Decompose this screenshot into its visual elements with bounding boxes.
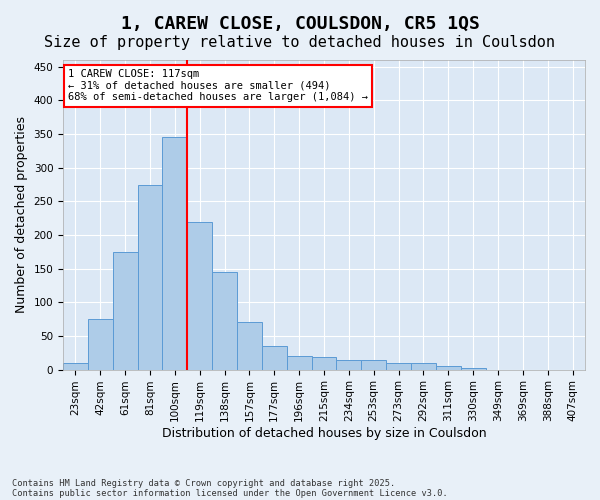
Bar xyxy=(212,272,237,370)
Bar xyxy=(63,363,88,370)
Bar xyxy=(137,184,163,370)
Bar xyxy=(436,366,461,370)
Bar xyxy=(187,222,212,370)
Text: Size of property relative to detached houses in Coulsdon: Size of property relative to detached ho… xyxy=(44,35,556,50)
Bar xyxy=(337,360,361,370)
Bar xyxy=(237,322,262,370)
Bar xyxy=(461,368,485,370)
Bar xyxy=(311,358,337,370)
Bar xyxy=(113,252,137,370)
Bar xyxy=(386,363,411,370)
Bar xyxy=(88,319,113,370)
Text: 1 CAREW CLOSE: 117sqm
← 31% of detached houses are smaller (494)
68% of semi-det: 1 CAREW CLOSE: 117sqm ← 31% of detached … xyxy=(68,70,368,102)
Bar xyxy=(287,356,311,370)
Text: Contains public sector information licensed under the Open Government Licence v3: Contains public sector information licen… xyxy=(12,488,448,498)
Bar xyxy=(411,363,436,370)
Bar xyxy=(163,138,187,370)
Y-axis label: Number of detached properties: Number of detached properties xyxy=(15,116,28,314)
Text: Contains HM Land Registry data © Crown copyright and database right 2025.: Contains HM Land Registry data © Crown c… xyxy=(12,478,395,488)
Bar xyxy=(361,360,386,370)
X-axis label: Distribution of detached houses by size in Coulsdon: Distribution of detached houses by size … xyxy=(162,427,487,440)
Text: 1, CAREW CLOSE, COULSDON, CR5 1QS: 1, CAREW CLOSE, COULSDON, CR5 1QS xyxy=(121,15,479,33)
Bar xyxy=(262,346,287,370)
